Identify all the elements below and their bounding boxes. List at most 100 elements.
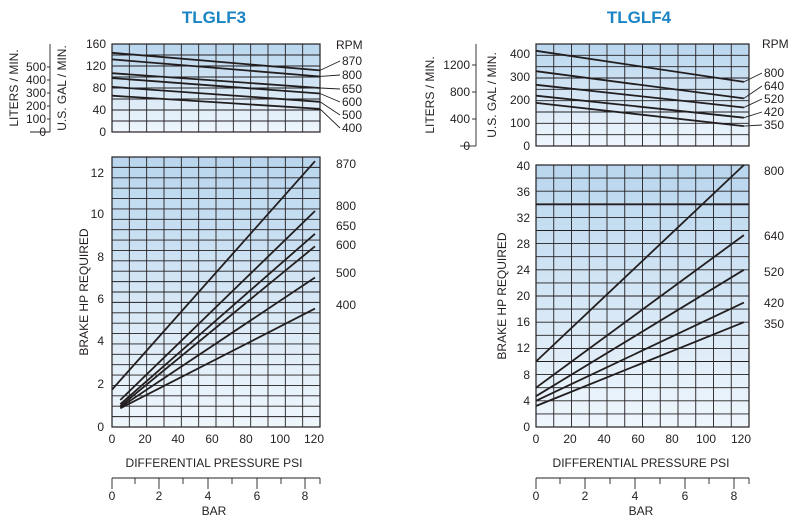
liters-tick: 0 — [39, 125, 46, 139]
psi-tick: 0 — [109, 432, 116, 446]
chart-tlglf4: TLGLF4 0 400 800 1200 LITERS / MIN. U.S.… — [423, 8, 789, 518]
hp-rpm-label: 800 — [764, 164, 784, 178]
hp-y-tick: 36 — [517, 185, 531, 199]
psi-tick: 20 — [138, 432, 152, 446]
series-line-520-rpm — [535, 269, 745, 397]
rpm-leader-line — [319, 108, 341, 129]
flow-panel: 0 400 800 1200 LITERS / MIN. U.S. GAL / … — [423, 37, 789, 153]
hp-rpm-label: 870 — [336, 157, 356, 171]
psi-tick: 80 — [239, 432, 253, 446]
liters-tick: 500 — [26, 60, 46, 74]
rpm-label-leaders — [743, 72, 763, 127]
rpm-leader-line — [319, 60, 341, 71]
chart-title: TLGLF3 — [182, 8, 246, 27]
series-line-800-rpm — [111, 58, 321, 78]
psi-tick: 60 — [205, 432, 219, 446]
gallons-tick: 200 — [510, 93, 530, 107]
bar-tick: 6 — [682, 489, 689, 503]
rpm-label: 420 — [764, 105, 784, 119]
series-line-500-rpm — [119, 276, 316, 409]
psi-axis-label: DIFFERENTIAL PRESSURE PSI — [126, 456, 303, 470]
hp-rpm-label: 650 — [336, 219, 356, 233]
hp-y-tick: 0 — [523, 420, 530, 434]
rpm-leader-line — [743, 72, 763, 83]
flow-series-lines — [535, 49, 745, 127]
hp-y-tick: 2 — [97, 377, 104, 391]
series-line-400-rpm — [111, 94, 321, 110]
series-line-650-rpm — [111, 72, 321, 89]
gallons-tick: 300 — [510, 70, 530, 84]
series-line-800-rpm — [535, 164, 745, 363]
hp-y-tick: 10 — [91, 207, 105, 221]
hp-y-tick: 32 — [517, 211, 531, 225]
series-line-650-rpm — [119, 233, 316, 405]
bar-tick: 8 — [302, 489, 309, 503]
bar-scale: 0 2 4 6 8 BAR — [533, 477, 750, 518]
gallons-tick: 0 — [99, 125, 106, 139]
liters-tick: 800 — [450, 85, 470, 99]
rpm-leader-line — [743, 85, 763, 99]
series-line-500-rpm — [111, 86, 321, 103]
gallons-tick: 80 — [93, 81, 107, 95]
psi-tick: 120 — [304, 432, 324, 446]
series-line-800-rpm — [119, 210, 316, 401]
psi-tick: 40 — [597, 432, 611, 446]
bar-tick: 8 — [731, 489, 738, 503]
rpm-label: 650 — [342, 82, 362, 96]
liters-tick: 400 — [450, 112, 470, 126]
series-line-420-rpm — [535, 94, 744, 119]
horsepower-panel: BRAKE HP REQUIRED 0 2 4 6 8 10 12 0 20 4… — [77, 156, 356, 446]
series-line-600-rpm — [119, 245, 316, 407]
psi-tick: 0 — [533, 432, 540, 446]
psi-tick: 100 — [696, 432, 716, 446]
rpm-header: RPM — [336, 38, 363, 52]
horsepower-panel: BRAKE HP REQUIRED 0 4 8 12 16 20 24 28 3… — [495, 159, 784, 446]
hp-panel-frame — [535, 164, 750, 428]
bar-axis-label: BAR — [202, 504, 227, 518]
rpm-label: 520 — [764, 92, 784, 106]
hp-rpm-label: 420 — [764, 296, 784, 310]
gallons-tick: 40 — [93, 103, 107, 117]
hp-y-tick: 24 — [517, 263, 531, 277]
bar-tick: 2 — [156, 489, 163, 503]
hp-rpm-label: 350 — [764, 317, 784, 331]
hp-rpm-label: 640 — [764, 229, 784, 243]
hp-y-tick: 8 — [97, 250, 104, 264]
flow-series-lines — [111, 51, 321, 110]
series-line-870-rpm — [111, 51, 321, 72]
rpm-label: 400 — [342, 121, 362, 135]
rpm-leader-line — [743, 124, 763, 127]
psi-tick: 60 — [631, 432, 645, 446]
series-line-640-rpm — [535, 234, 745, 389]
gallons-tick: 0 — [523, 139, 530, 153]
liters-tick: 100 — [26, 112, 46, 126]
hp-rpm-label: 520 — [764, 265, 784, 279]
gallons-axis-label: U.S. GAL / MIN. — [485, 52, 499, 138]
rpm-leader-line — [743, 98, 763, 108]
rpm-label: 350 — [764, 118, 784, 132]
liters-axis-label: LITERS / MIN. — [423, 56, 437, 133]
series-line-350-rpm — [535, 321, 745, 407]
liters-axis-label: LITERS / MIN. — [7, 49, 21, 126]
rpm-label: 500 — [342, 108, 362, 122]
rpm-label-leaders — [319, 60, 341, 129]
bar-tick: 0 — [109, 489, 116, 503]
rpm-leader-line — [319, 101, 341, 116]
bar-scale: 0 2 4 6 8 BAR — [109, 477, 321, 518]
series-line-350-rpm — [535, 102, 744, 127]
rpm-label: 800 — [342, 68, 362, 82]
series-line-870-rpm — [111, 160, 316, 391]
hp-y-tick: 12 — [517, 341, 531, 355]
gallons-tick: 120 — [86, 59, 106, 73]
rpm-leader-line — [319, 74, 341, 77]
series-line-420-rpm — [535, 301, 745, 402]
psi-tick: 120 — [731, 432, 751, 446]
chart-title: TLGLF4 — [607, 8, 672, 27]
psi-axis-label: DIFFERENTIAL PRESSURE PSI — [553, 456, 730, 470]
bar-tick: 2 — [582, 489, 589, 503]
hp-rpm-label: 500 — [336, 266, 356, 280]
series-line-520-rpm — [535, 83, 744, 109]
gallons-tick: 160 — [86, 37, 106, 51]
hp-y-tick: 40 — [517, 159, 531, 173]
series-line-640-rpm — [535, 70, 745, 100]
